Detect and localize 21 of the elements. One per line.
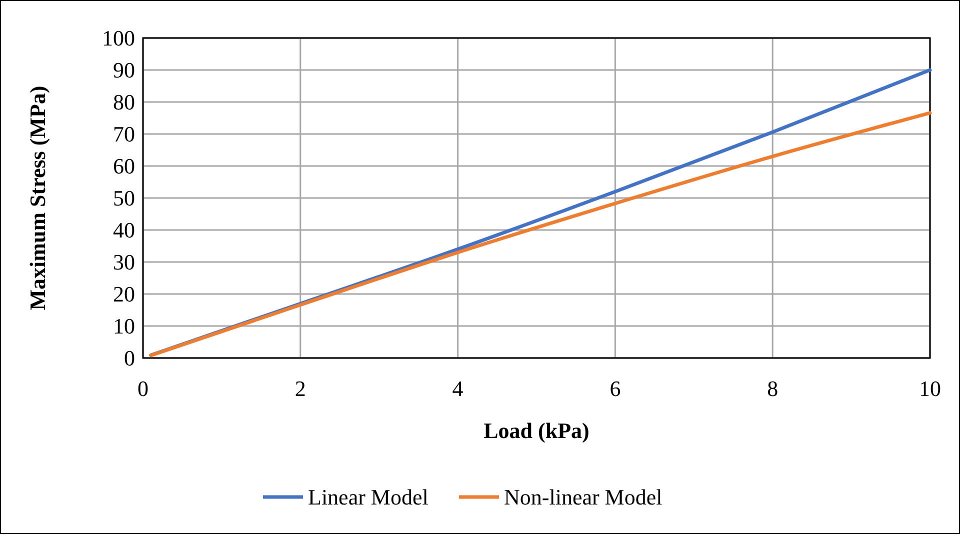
y-tick-label: 60	[113, 154, 135, 179]
y-tick-label: 50	[113, 186, 135, 211]
y-axis-title: Maximum Stress (MPa)	[25, 86, 50, 310]
y-tick-label: 30	[113, 250, 135, 275]
legend-label: Linear Model	[308, 484, 428, 510]
x-tick-label: 6	[610, 376, 621, 401]
x-tick-label: 10	[919, 376, 941, 401]
x-axis-title: Load (kPa)	[484, 418, 590, 443]
y-tick-label: 40	[113, 218, 135, 243]
y-tick-label: 0	[124, 346, 135, 371]
x-tick-label: 4	[452, 376, 464, 401]
y-tick-label: 10	[113, 314, 135, 339]
line-series	[149, 111, 932, 358]
y-tick-label: 100	[102, 26, 135, 51]
y-tick-label: 70	[113, 122, 135, 147]
y-tick-label: 90	[113, 58, 135, 83]
x-tick-label: 2	[294, 376, 306, 401]
legend-label: Non-linear Model	[504, 484, 662, 510]
x-tick-label: 8	[767, 376, 778, 401]
y-tick-label: 20	[113, 282, 135, 307]
y-tick-label: 80	[113, 90, 135, 115]
